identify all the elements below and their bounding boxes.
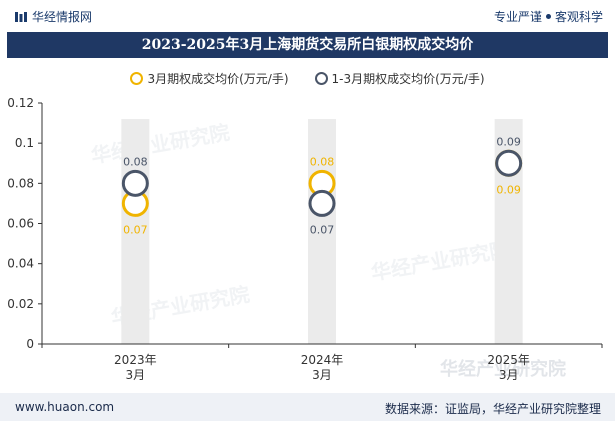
chart-title: 2023-2025年3月上海期货交易所白银期权成交均价 <box>7 32 608 58</box>
separator-dot-icon <box>545 14 551 19</box>
point-series2 <box>495 149 523 177</box>
legend-item-series1[interactable]: 3月期权成交均价(万元/手) <box>130 70 289 87</box>
footer-url[interactable]: www.huaon.com <box>15 400 115 414</box>
data-label: 0.07 <box>310 223 335 236</box>
legend-circle-icon <box>130 72 144 85</box>
background-bar <box>308 119 336 344</box>
legend: 3月期权成交均价(万元/手) 1-3月期权成交均价(万元/手) <box>0 70 615 87</box>
x-tick-label: 2024年 3月 <box>301 353 344 382</box>
watermark: 华经产业研究院 <box>440 359 566 380</box>
data-label: 0.08 <box>310 155 335 168</box>
data-label: 0.07 <box>123 223 148 236</box>
x-tick-label: 2025年 3月 <box>487 353 530 382</box>
y-tick-label: 0.02 <box>7 297 34 311</box>
top-bar: 华经情报网 专业严谨 客观科学 <box>0 0 615 32</box>
point-series2 <box>121 169 149 197</box>
brand[interactable]: 华经情报网 <box>14 8 92 25</box>
point-series2 <box>308 189 336 217</box>
tagline: 专业严谨 客观科学 <box>494 8 603 25</box>
legend-item-series2[interactable]: 1-3月期权成交均价(万元/手) <box>314 70 485 87</box>
y-tick-label: 0.08 <box>7 176 34 190</box>
brand-logo-icon <box>15 11 27 22</box>
x-tick-label: 2023年 3月 <box>114 353 157 382</box>
data-label: 0.08 <box>123 155 148 168</box>
tagline-right: 客观科学 <box>554 10 603 24</box>
y-tick-label: 0.04 <box>7 257 34 271</box>
data-label: 0.09 <box>496 135 521 148</box>
footer: www.huaon.com 数据来源：证监局，华经产业研究院整理 <box>0 393 615 421</box>
tagline-left: 专业严谨 <box>493 10 542 24</box>
footer-source: 数据来源：证监局，华经产业研究院整理 <box>384 402 601 416</box>
y-tick-label: 0.06 <box>7 217 34 231</box>
legend-label-series1: 3月期权成交均价(万元/手) <box>147 72 289 86</box>
legend-circle-icon <box>314 72 328 85</box>
y-tick-label: 0.1 <box>15 136 34 150</box>
chart-area: 0 0.02 0.04 0.06 0.08 0.1 0.12 2023年 3月 2024年 3月 20… <box>7 96 603 382</box>
y-tick-label: 0 <box>26 337 34 351</box>
legend-label-series2: 1-3月期权成交均价(万元/手) <box>331 72 485 86</box>
y-tick-label: 0.12 <box>7 96 34 110</box>
background-bar <box>121 119 150 344</box>
brand-name: 华经情报网 <box>32 10 93 24</box>
data-label: 0.09 <box>496 183 521 196</box>
